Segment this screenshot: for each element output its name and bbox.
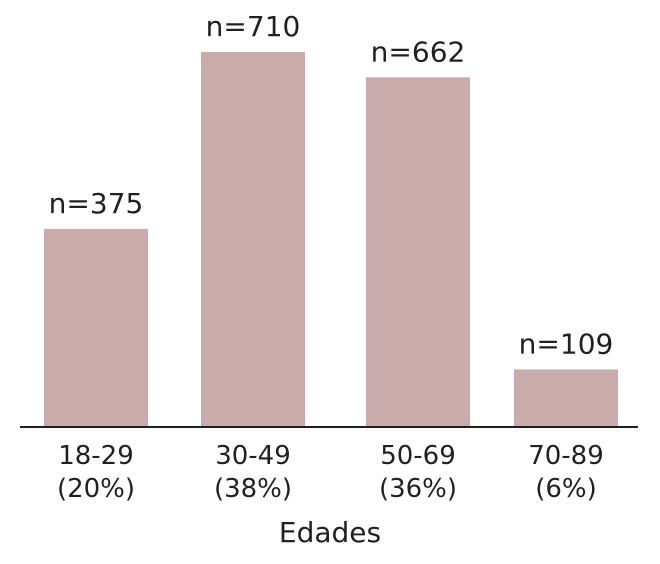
data-label-18-29: n=375 (49, 187, 144, 220)
bar-30-49 (201, 52, 305, 427)
tick-label-18-29: 18-29 (58, 441, 134, 471)
bar-18-29 (44, 228, 148, 427)
tick-label-30-49: 30-49 (215, 441, 291, 471)
bar-50-69 (366, 77, 470, 427)
bars-layer (44, 52, 618, 427)
tick-percent-18-29: (20%) (57, 474, 135, 504)
data-label-50-69: n=662 (371, 35, 466, 68)
ticks-layer: 18-29(20%) 30-49(38%) 50-69(36%) 70-89(6%) (57, 441, 604, 504)
labels-layer: n=375 n=710 n=662 n=109 (49, 10, 614, 360)
data-label-70-89: n=109 (519, 327, 614, 360)
tick-percent-30-49: (38%) (214, 474, 292, 504)
tick-label-50-69: 50-69 (380, 441, 456, 471)
tick-percent-50-69: (36%) (379, 474, 457, 504)
tick-label-70-89: 70-89 (528, 441, 604, 471)
data-label-30-49: n=710 (206, 10, 301, 43)
tick-percent-70-89: (6%) (535, 474, 597, 504)
bar-70-89 (514, 369, 618, 427)
x-axis-title: Edades (279, 516, 381, 549)
